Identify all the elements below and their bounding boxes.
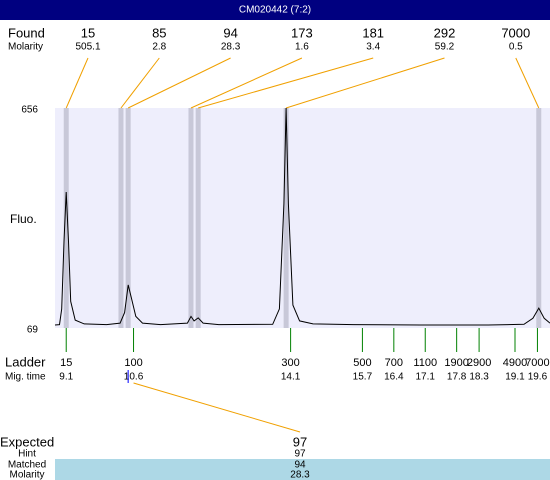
found-label: Found: [8, 25, 45, 40]
matched-value: 94: [294, 460, 306, 471]
found-size: 15: [81, 25, 95, 40]
ladder-size: 2900: [467, 357, 491, 369]
peak-connector: [285, 57, 445, 109]
exp-molarity-label: Molarity: [9, 470, 44, 480]
matched-band: [55, 459, 550, 480]
found-size: 181: [362, 25, 384, 40]
peak-connector: [515, 57, 540, 109]
exp-molarity-value: 28.3: [290, 470, 310, 480]
expected-label: Expected: [0, 434, 54, 449]
ladder-size: 4900: [503, 357, 527, 369]
ladder-size: 15: [60, 357, 72, 369]
ladder-size: 7000: [525, 357, 549, 369]
found-size: 7000: [501, 25, 530, 40]
peak-band: [188, 108, 194, 328]
expected-value: 97: [293, 434, 307, 449]
y-tick-label: 69: [27, 325, 39, 336]
ladder-label: Ladder: [5, 354, 46, 369]
ladder-size: 1900: [444, 357, 468, 369]
found-molarity: 1.6: [295, 42, 309, 53]
hint-value: 97: [294, 449, 306, 460]
peak-band: [125, 108, 131, 328]
found-molarity: 59.2: [435, 42, 455, 53]
plot-area: [55, 108, 550, 328]
peak-band: [536, 108, 542, 328]
ladder-time: 9.1: [59, 372, 73, 383]
molarity-label: Molarity: [8, 42, 43, 53]
ladder-size: 500: [353, 357, 371, 369]
ladder-time: 19.6: [528, 372, 548, 383]
ladder-time: 14.1: [281, 372, 301, 383]
peak-connector: [198, 57, 374, 109]
ladder-time: 19.1: [505, 372, 525, 383]
found-molarity: 3.4: [366, 42, 380, 53]
peak-band: [195, 108, 201, 328]
ladder-time: 15.7: [353, 372, 373, 383]
found-molarity: 2.8: [152, 42, 166, 53]
peak-band: [283, 108, 289, 328]
ladder-time: 16.4: [384, 372, 404, 383]
title: CM020442 (7:2): [239, 5, 311, 16]
found-size: 292: [434, 25, 456, 40]
found-molarity: 505.1: [75, 42, 100, 53]
peak-connector: [65, 57, 89, 109]
title-bar: [0, 0, 550, 20]
found-size: 94: [223, 25, 237, 40]
y-tick-label: 656: [21, 105, 38, 116]
ladder-time: 10.6: [124, 372, 144, 383]
peak-connector: [127, 57, 231, 109]
found-molarity: 0.5: [509, 42, 523, 53]
ladder-time: 18.3: [469, 372, 489, 383]
peak-connector: [120, 57, 160, 109]
ladder-size: 100: [124, 357, 142, 369]
matched-label: Matched: [8, 460, 46, 471]
ladder-time: 17.8: [447, 372, 467, 383]
expected-connector: [133, 382, 301, 433]
peak-band: [63, 108, 69, 328]
y-label: Fluo.: [10, 212, 37, 226]
found-molarity: 28.3: [221, 42, 241, 53]
ladder-size: 1100: [413, 357, 437, 369]
hint-label: Hint: [18, 449, 36, 460]
peak-connector: [190, 57, 303, 109]
trace: [54, 107, 550, 326]
found-size: 85: [152, 25, 166, 40]
mig-time-label: Mig. time: [5, 372, 46, 383]
ladder-size: 300: [281, 357, 299, 369]
ladder-size: 700: [385, 357, 403, 369]
found-size: 173: [291, 25, 313, 40]
ladder-time: 17.1: [416, 372, 436, 383]
peak-band: [118, 108, 124, 328]
